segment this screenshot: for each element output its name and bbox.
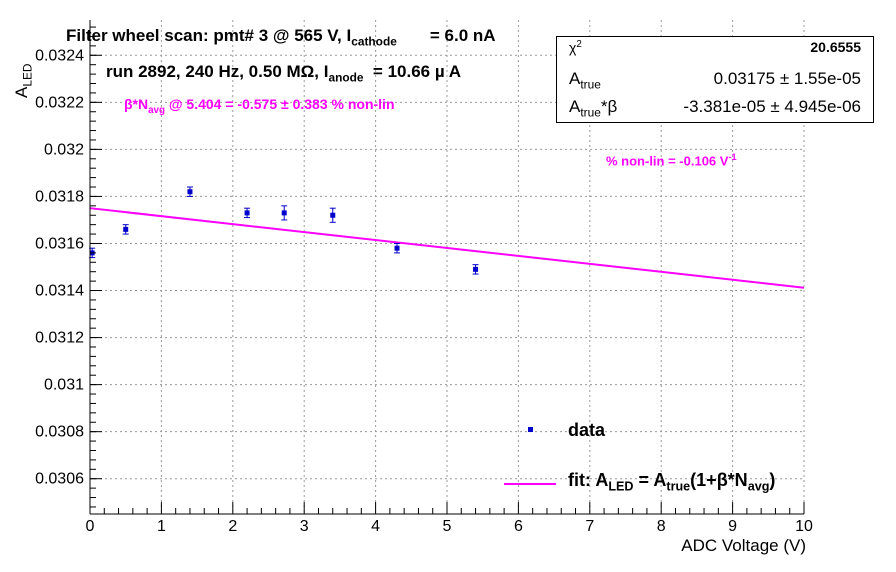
data-point xyxy=(473,266,479,272)
data-point xyxy=(123,226,129,232)
chi2-value: 20.6555 xyxy=(810,39,861,55)
y-axis-ticks: 0.0306 0.0308 0.031 0.0312 0.0314 0.0316 0.031… xyxy=(35,26,102,508)
y-axis-label: ALED xyxy=(12,63,35,98)
data-point xyxy=(244,210,250,216)
fit-stats-box: χ2 20.6555 Atrue 0.03175 ± 1.55e-05 Atru… xyxy=(556,36,874,123)
x-tick-label: 7 xyxy=(585,518,594,535)
y-tick-label: 0.0312 xyxy=(35,330,84,347)
atrue-beta-value: -3.381e-05 ± 4.945e-06 xyxy=(683,97,861,116)
x-tick-label: 0 xyxy=(86,518,95,535)
y-tick-label: 0.0306 xyxy=(35,471,84,488)
chi2-label: χ2 xyxy=(569,39,582,56)
x-axis-ticks: 0 1 2 3 4 5 6 7 8 9 10 xyxy=(86,502,813,535)
atrue-value: 0.03175 ± 1.55e-05 xyxy=(713,69,861,88)
x-tick-label: 1 xyxy=(157,518,166,535)
y-tick-label: 0.031 xyxy=(44,377,84,394)
y-tick-label: 0.0316 xyxy=(35,235,84,252)
stats-row-atrue: Atrue 0.03175 ± 1.55e-05 xyxy=(557,65,873,93)
y-tick-label: 0.0322 xyxy=(35,94,84,111)
atrue-label: Atrue xyxy=(569,69,601,92)
x-tick-label: 3 xyxy=(300,518,309,535)
legend-data-marker xyxy=(528,427,533,432)
x-tick-label: 4 xyxy=(371,518,380,535)
y-tick-label: 0.0318 xyxy=(35,188,84,205)
y-tick-label: 0.0324 xyxy=(35,47,84,64)
y-tick-label: 0.0308 xyxy=(35,424,84,441)
data-point xyxy=(394,245,400,251)
x-tick-label: 6 xyxy=(514,518,523,535)
fit-curve xyxy=(89,207,805,289)
data-point xyxy=(281,210,287,216)
data-point xyxy=(330,212,336,218)
atrue-beta-label: Atrue*β xyxy=(569,97,618,120)
y-tick-label: 0.0314 xyxy=(35,283,84,300)
x-tick-label: 8 xyxy=(657,518,666,535)
stats-row-atrue-beta: Atrue*β -3.381e-05 ± 4.945e-06 xyxy=(557,93,873,121)
x-tick-label: 2 xyxy=(228,518,237,535)
nonlin-annotation: % non-lin = -0.106 V-1 xyxy=(606,152,737,169)
x-tick-label: 5 xyxy=(443,518,452,535)
y-tick-label: 0.032 xyxy=(44,141,84,158)
fit-line xyxy=(89,207,805,289)
stats-row-chi2: χ2 20.6555 xyxy=(557,37,873,65)
legend-marks xyxy=(504,427,556,485)
legend-fit-label: fit: ALED = Atrue(1+β*Navg) xyxy=(568,470,776,494)
beta-annotation: β*Navg @ 5.404 = -0.575 ± 0.383 % non-li… xyxy=(124,96,395,116)
data-point xyxy=(187,189,193,195)
legend-data-label: data xyxy=(568,420,606,440)
chart-title: Filter wheel scan: pmt# 3 @ 565 V, Icath… xyxy=(66,26,496,49)
run-info: run 2892, 240 Hz, 0.50 MΩ, Ianode = 10.6… xyxy=(106,62,462,85)
x-tick-label: 9 xyxy=(728,518,737,535)
x-axis-label: ADC Voltage (V) xyxy=(681,536,806,555)
x-tick-label: 10 xyxy=(795,518,813,535)
